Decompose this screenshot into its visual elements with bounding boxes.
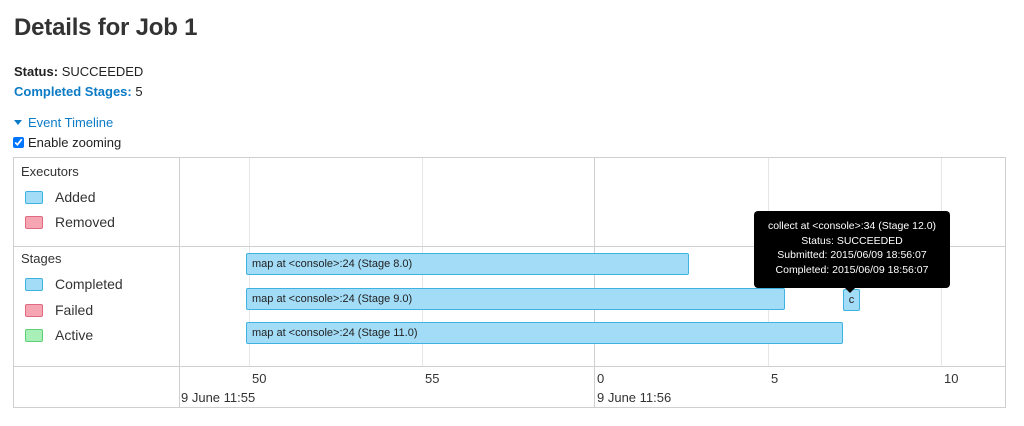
legend-added: Added [25, 189, 95, 205]
tooltip-completed: Completed: 2015/06/09 18:56:07 [775, 263, 929, 276]
enable-zooming[interactable]: Enable zooming [13, 135, 121, 150]
axis-divider [14, 366, 1005, 367]
completed-stages-link[interactable]: Completed Stages: [14, 84, 132, 99]
completed-stages: Completed Stages: 5 [14, 84, 143, 99]
axis-tick: 0 [597, 371, 605, 386]
axis-date: 9 June 11:55 [181, 390, 256, 405]
tooltip-submitted: Submitted: 2015/06/09 18:56:07 [777, 249, 927, 261]
tooltip-status: Status: SUCCEEDED [801, 234, 903, 247]
enable-zooming-checkbox[interactable] [13, 137, 24, 148]
legend-failed: Failed [25, 302, 93, 318]
axis-tick: 10 [944, 371, 959, 386]
axis-tick: 5 [771, 371, 779, 386]
legend-added-label: Added [55, 189, 96, 205]
legend-failed-label: Failed [55, 302, 94, 318]
swatch-removed [25, 215, 43, 229]
completed-stages-count: 5 [135, 84, 143, 99]
event-timeline-toggle[interactable]: Event Timeline [14, 115, 113, 130]
stage-tooltip: collect at <console>:34 (Stage 12.0) Sta… [754, 211, 950, 293]
legend-removed-label: Removed [55, 214, 115, 230]
executors-group-title: Executors [21, 164, 79, 179]
axis-date: 9 June 11:56 [597, 390, 672, 405]
legend-active: Active [25, 327, 93, 343]
swatch-added [25, 190, 43, 204]
job-status: Status: SUCCEEDED [14, 64, 143, 79]
swatch-failed [25, 303, 43, 317]
axis-tick: 50 [252, 371, 267, 386]
stage-bar-8[interactable]: map at <console>:24 (Stage 8.0) [246, 253, 689, 275]
axis-tick: 55 [425, 371, 440, 386]
event-timeline[interactable]: Executors Added Removed Stages Completed… [13, 157, 1006, 408]
legend-active-label: Active [55, 327, 94, 343]
page-title: Details for Job 1 [14, 14, 198, 41]
caret-down-icon [14, 120, 22, 125]
event-timeline-label: Event Timeline [28, 115, 114, 130]
status-label: Status: [14, 64, 59, 79]
legend-completed: Completed [25, 276, 123, 292]
stage-bar-11[interactable]: map at <console>:24 (Stage 11.0) [246, 322, 843, 344]
group-divider [14, 246, 1005, 247]
legend-removed: Removed [25, 214, 115, 230]
stage-bar-9[interactable]: map at <console>:24 (Stage 9.0) [246, 288, 785, 310]
major-grid-line [594, 158, 595, 407]
timeline-legend-panel [14, 158, 180, 407]
swatch-active [25, 328, 43, 342]
swatch-completed [25, 277, 43, 291]
stages-group-title: Stages [21, 251, 62, 266]
tooltip-title: collect at <console>:34 (Stage 12.0) [767, 220, 937, 232]
status-value: SUCCEEDED [61, 64, 144, 79]
enable-zooming-label: Enable zooming [28, 135, 122, 150]
legend-completed-label: Completed [55, 276, 123, 292]
